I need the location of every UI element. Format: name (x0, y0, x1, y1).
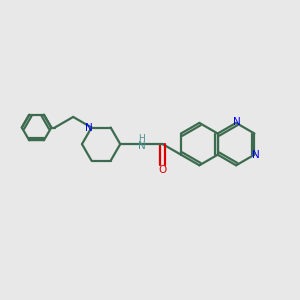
Text: N: N (252, 150, 260, 160)
Text: H: H (138, 134, 145, 143)
Text: N: N (233, 117, 241, 127)
Text: N: N (138, 141, 145, 151)
Text: O: O (158, 165, 167, 175)
Text: N: N (85, 122, 92, 133)
